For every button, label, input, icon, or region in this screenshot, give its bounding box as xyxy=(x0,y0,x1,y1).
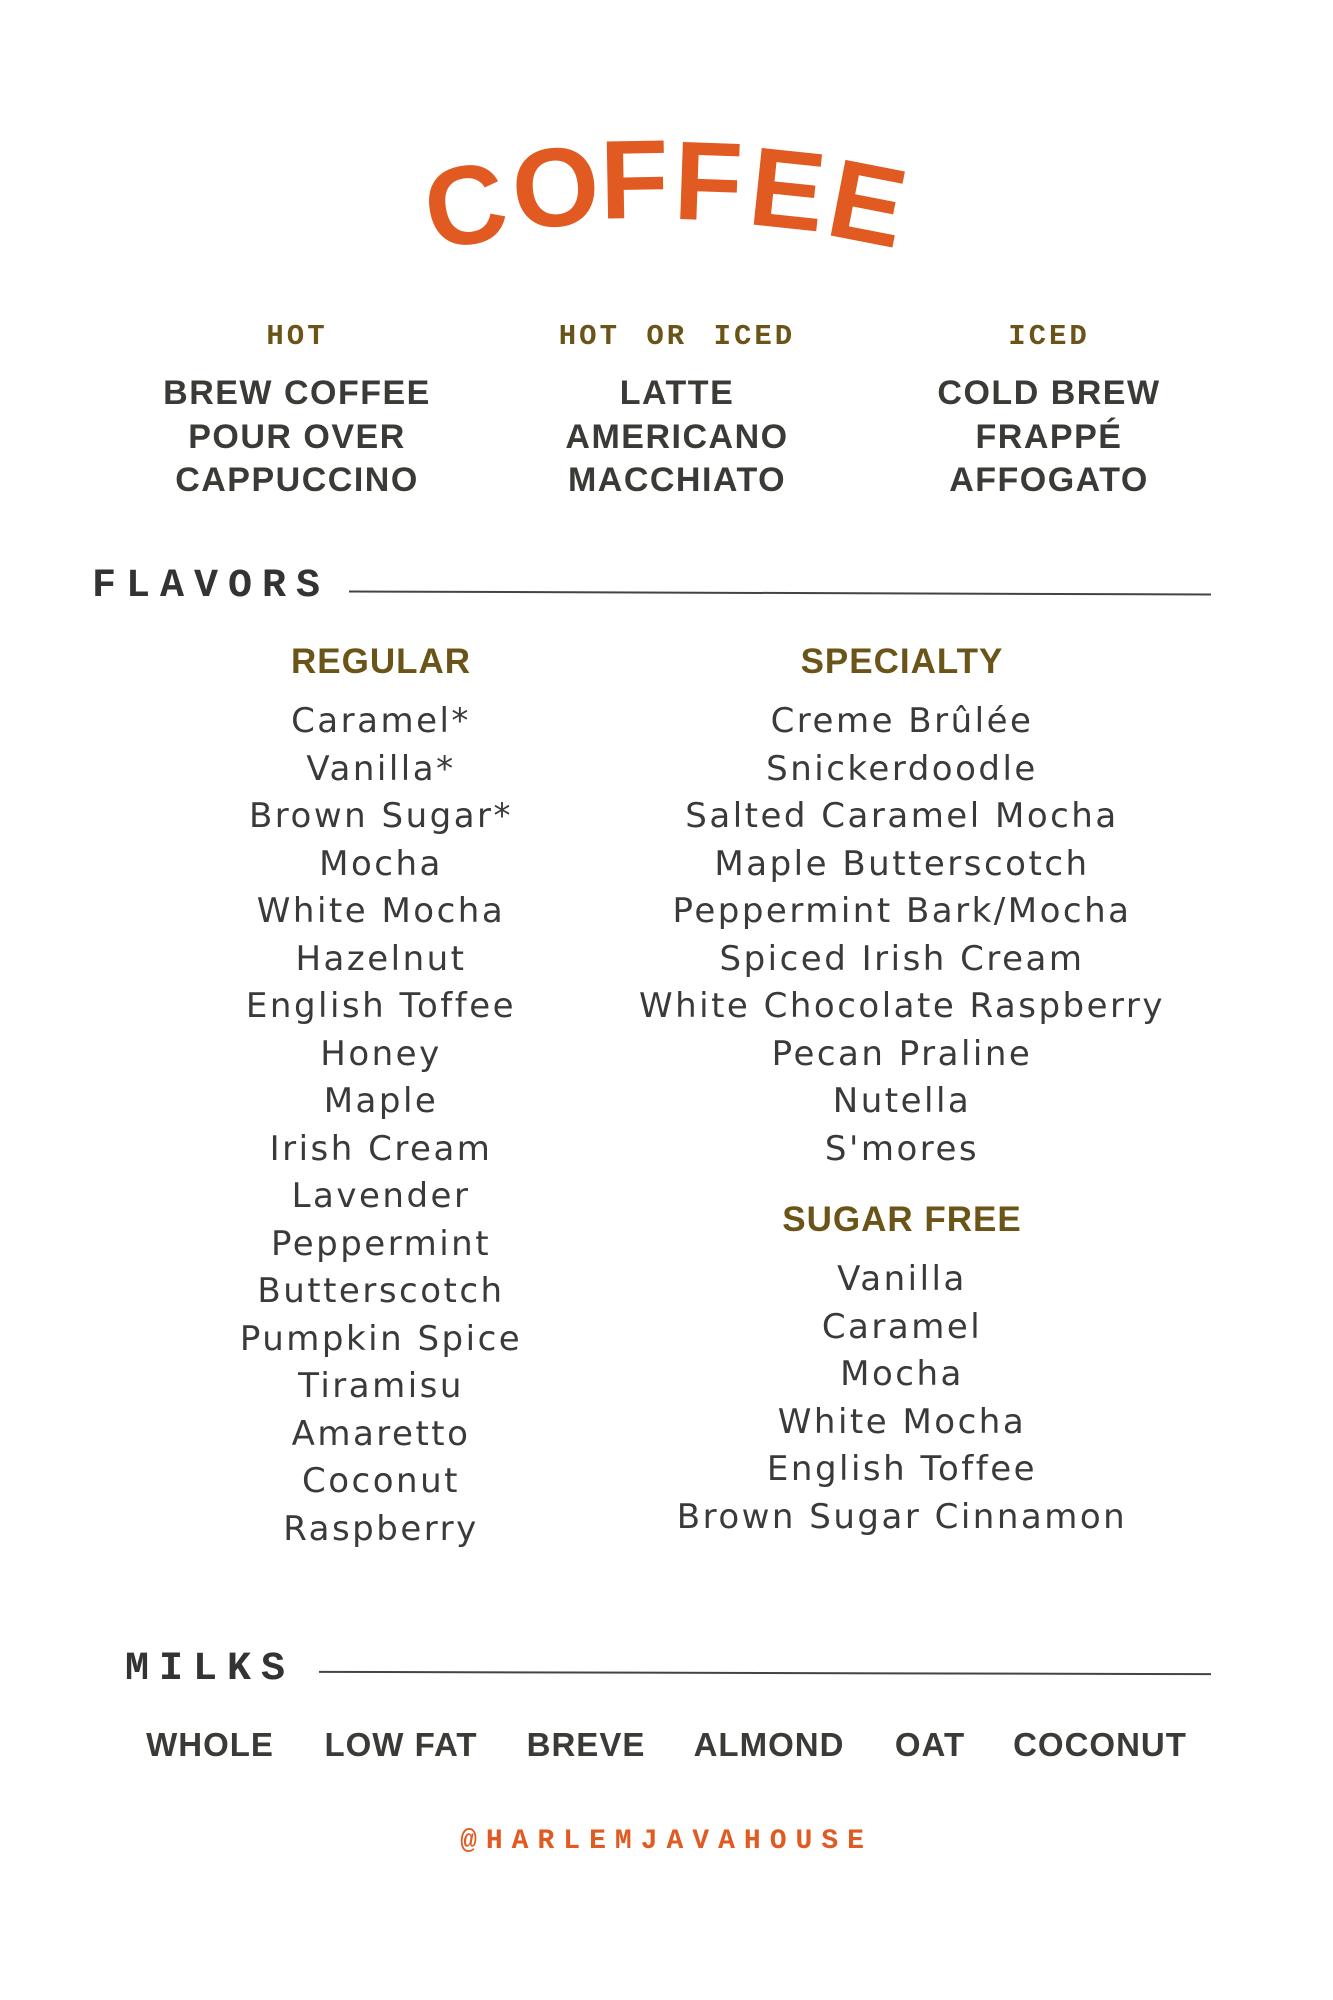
regular-heading: REGULAR xyxy=(290,642,472,681)
specialty-heading: SPECIALTY xyxy=(800,642,1004,681)
drink-item: BREW COFFEE xyxy=(163,374,431,412)
flavor-item: Lavender xyxy=(291,1176,471,1216)
flavor-item: Coconut xyxy=(302,1461,460,1501)
flavor-item: Mocha xyxy=(840,1354,964,1394)
milk-item: BREVE xyxy=(526,1726,646,1763)
drink-category-hot-or-iced: HOT OR ICED LATTE AMERICANO MACCHIATO xyxy=(477,320,877,503)
flavor-item: Creme Brûlée xyxy=(770,701,1034,741)
title-letter: F xyxy=(671,117,745,246)
flavor-item: Amaretto xyxy=(291,1413,471,1454)
milk-item: OAT xyxy=(894,1726,966,1763)
milk-item: LOW FAT xyxy=(324,1726,478,1763)
drink-item: FRAPPÉ xyxy=(975,417,1123,456)
drink-category-hot: HOT BREW COFFEE POUR OVER CAPPUCCINO xyxy=(97,320,497,503)
flavor-item: Peppermint Bark/Mocha xyxy=(672,891,1132,931)
drink-item: AMERICANO xyxy=(565,417,789,456)
flavor-item: Spiced Irish Cream xyxy=(719,938,1085,979)
drink-item: COLD BREW xyxy=(937,374,1161,412)
flavor-item: Caramel* xyxy=(291,701,471,741)
flavor-item: Salted Caramel Mocha xyxy=(685,796,1119,836)
flavor-item: Nutella xyxy=(832,1081,972,1121)
flavors-label: FLAVORS xyxy=(92,564,331,609)
drink-item: LATTE xyxy=(619,374,735,412)
drink-category-iced: ICED COLD BREW FRAPPÉ AFFOGATO xyxy=(849,320,1249,503)
category-heading: HOT xyxy=(266,320,328,353)
milks-divider xyxy=(318,1670,1212,1676)
flavor-item: Brown Sugar Cinnamon xyxy=(676,1496,1128,1537)
title-letter: F xyxy=(598,116,670,243)
flavor-item: English Toffee xyxy=(766,1449,1038,1489)
flavor-item: Raspberry xyxy=(283,1508,479,1549)
flavor-item: S'mores xyxy=(824,1128,980,1169)
flavor-item: White Mocha xyxy=(256,891,506,931)
flavor-item: Peppermint xyxy=(270,1223,492,1264)
flavor-item: Hazelnut xyxy=(295,938,467,979)
drink-item: MACCHIATO xyxy=(567,461,787,499)
flavor-item: White Chocolate Raspberry xyxy=(638,986,1166,1026)
page-title: C O F F E E xyxy=(0,116,1333,275)
flavor-item: Vanilla* xyxy=(306,748,456,789)
category-heading: ICED xyxy=(1008,320,1090,353)
title-letter: C xyxy=(414,136,517,275)
sugar-free-flavors: SUGAR FREE Vanilla Caramel Mocha White Moch… xyxy=(602,1200,1202,1541)
flavor-item: Butterscotch xyxy=(257,1271,505,1311)
drink-item: POUR OVER xyxy=(188,417,406,456)
flavor-item: Tiramisu xyxy=(298,1366,464,1406)
drink-item: CAPPUCCINO xyxy=(175,461,419,499)
flavor-item: Maple xyxy=(323,1081,439,1121)
flavor-item: Pecan Praline xyxy=(771,1033,1033,1074)
milk-item: COCONUT xyxy=(1013,1726,1187,1763)
drink-item: AFFOGATO xyxy=(949,461,1149,499)
flavor-item: Pumpkin Spice xyxy=(239,1318,523,1359)
specialty-flavors: SPECIALTY Creme Brûlée Snickerdoodle Salte… xyxy=(602,642,1202,1173)
category-heading: HOT OR ICED xyxy=(558,320,796,353)
sugar-free-heading: SUGAR FREE xyxy=(782,1200,1022,1239)
flavor-item: Irish Cream xyxy=(269,1128,493,1169)
flavor-item: Caramel xyxy=(821,1306,983,1347)
flavor-item: Honey xyxy=(320,1033,442,1074)
milk-item: ALMOND xyxy=(693,1726,845,1763)
flavor-item: Vanilla xyxy=(837,1259,967,1299)
flavor-item: Brown Sugar* xyxy=(248,796,514,836)
flavor-item: English Toffee xyxy=(245,986,517,1026)
flavors-divider xyxy=(348,590,1212,596)
title-letter: E xyxy=(818,135,917,272)
flavor-item: Mocha xyxy=(319,843,443,884)
milks-label: MILKS xyxy=(125,1647,296,1692)
flavor-item: Maple Butterscotch xyxy=(714,843,1090,884)
flavor-item: Snickerdoodle xyxy=(766,748,1038,789)
milk-item: WHOLE xyxy=(146,1726,274,1763)
title-letter: O xyxy=(506,121,605,254)
flavor-item: White Mocha xyxy=(777,1401,1027,1442)
title-letter: E xyxy=(743,123,832,256)
social-handle: @HARLEMJAVAHOUSE xyxy=(460,1826,873,1857)
regular-flavors: REGULAR Caramel* Vanilla* Brown Sugar* Moch… xyxy=(81,642,681,1553)
